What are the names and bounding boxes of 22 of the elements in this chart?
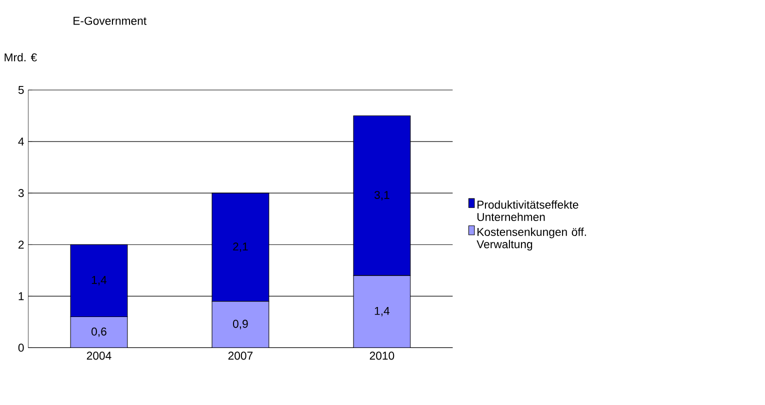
- y-axis-title: Mrd. €: [4, 52, 37, 62]
- data-label: 0,9: [233, 320, 248, 329]
- chart-title: E-Government: [74, 16, 146, 25]
- data-label: 0,6: [92, 327, 106, 337]
- bar: [212, 300, 270, 348]
- y-tick-label: 2: [18, 240, 24, 248]
- bar: [353, 275, 411, 348]
- x-tick-label: 2004: [86, 351, 112, 360]
- data-label: 2,1: [233, 242, 248, 252]
- y-tick-label: 3: [18, 188, 24, 197]
- data-label: 3,1: [374, 190, 390, 200]
- x-tick-label: 2010: [370, 351, 394, 360]
- legend-label: Kostensenkungen öff. Verwaltung: [476, 227, 586, 250]
- y-tick-label: 4: [18, 137, 24, 146]
- y-tick-label: 1: [18, 292, 24, 300]
- x-tick-label: 2007: [228, 351, 253, 360]
- data-label: 1,4: [374, 306, 390, 316]
- y-tick-label: 0: [18, 343, 24, 352]
- y-tick-label: 5: [18, 86, 24, 94]
- legend-label: Produktivitätseffekte Unternehmen: [477, 200, 578, 221]
- data-label: 1,4: [92, 276, 107, 286]
- bar: [70, 316, 128, 348]
